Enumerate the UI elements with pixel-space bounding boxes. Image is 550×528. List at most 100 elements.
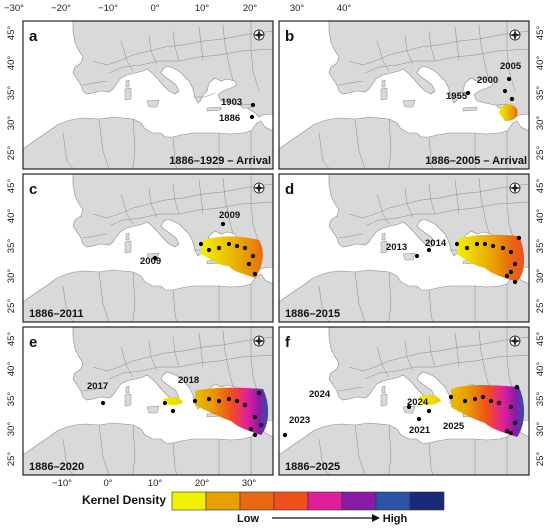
- panel-label: e: [29, 334, 37, 351]
- panel-period-title: 1886–2020: [29, 461, 84, 473]
- year-label: 2021: [409, 425, 431, 436]
- year-label: 2000: [477, 75, 498, 86]
- right-lat-label: 30°: [535, 269, 546, 284]
- panel-frame: [278, 326, 530, 476]
- panel-frame: [22, 173, 274, 323]
- legend-swatch: [171, 491, 207, 511]
- left-lat-label: 30°: [6, 269, 17, 284]
- kernel-density-area: [457, 234, 525, 282]
- bottom-tick-label: −10°: [52, 478, 72, 489]
- left-lat-label: 45°: [6, 332, 17, 347]
- legend-swatch: [273, 491, 309, 511]
- record-point: [246, 261, 252, 267]
- year-label: 2017: [87, 381, 108, 392]
- record-point: [226, 241, 232, 247]
- left-lat-label: 35°: [6, 86, 17, 101]
- panel-period-title: 1886–2015: [285, 308, 340, 320]
- record-point: [282, 432, 288, 438]
- record-point: [504, 428, 510, 434]
- left-lat-label: 35°: [6, 239, 17, 254]
- kernel-density-area: [499, 104, 518, 121]
- record-point: [406, 404, 412, 410]
- record-point: [234, 398, 240, 404]
- right-lat-label: 40°: [535, 362, 546, 377]
- year-label: 2023: [289, 415, 310, 426]
- record-point: [512, 261, 518, 267]
- legend: Kernel Density Low High: [82, 491, 445, 525]
- record-point: [509, 96, 515, 102]
- panel-period-title: 1886–1929 – Arrival: [169, 155, 271, 167]
- record-point: [502, 88, 508, 94]
- left-lat-label: 30°: [6, 422, 17, 437]
- right-lat-label: 30°: [535, 422, 546, 437]
- year-label: 2009: [140, 256, 161, 267]
- panel-period-title: 1886–2011: [29, 308, 83, 320]
- panel-frame: [278, 173, 530, 323]
- panel-period-title: 1886–2025: [285, 461, 340, 473]
- legend-low-label: Low: [237, 513, 259, 525]
- record-point: [226, 396, 232, 402]
- right-lat-label: 45°: [535, 332, 546, 347]
- record-point: [465, 90, 471, 96]
- record-point: [500, 245, 506, 251]
- bottom-tick-label: 10°: [148, 478, 163, 489]
- right-lat-label: 45°: [535, 26, 546, 41]
- year-label: 2024: [309, 389, 331, 400]
- year-label: 2025: [443, 421, 465, 432]
- right-lat-label: 25°: [535, 452, 546, 467]
- record-point: [508, 249, 514, 255]
- kernel-density-area: [163, 387, 269, 435]
- top-tick-label: −30°: [4, 3, 24, 14]
- record-point: [216, 245, 222, 251]
- record-point: [464, 245, 470, 251]
- record-point: [474, 241, 480, 247]
- panel-f: f 1886–2025 2024 2024 2025 2021 2023: [278, 326, 530, 476]
- left-lat-label: 25°: [6, 146, 17, 161]
- right-lat-label: 35°: [535, 239, 546, 254]
- left-lat-label: 45°: [6, 26, 17, 41]
- record-point: [416, 416, 422, 422]
- arrow-right-icon: [272, 514, 380, 522]
- record-point: [506, 76, 512, 82]
- axis-ticks: −30° −20° −10° 0° 10° 20° 30° 40° −10° 0° 10° 20° 30…: [4, 3, 546, 489]
- panel-c: c 1886–2011 2009 2009: [22, 173, 274, 323]
- top-tick-label: −20°: [51, 3, 71, 14]
- record-point: [462, 398, 468, 404]
- panel-label: b: [285, 28, 294, 45]
- top-tick-label: −10°: [98, 3, 118, 14]
- bottom-tick-label: 30°: [242, 478, 257, 489]
- panel-label: a: [29, 28, 38, 45]
- right-lat-label: 35°: [535, 86, 546, 101]
- panel-d: d 1886–2015 2013 2014: [278, 173, 530, 323]
- left-lat-label: 25°: [6, 452, 17, 467]
- right-lat-label: 30°: [535, 116, 546, 131]
- record-point: [234, 243, 240, 249]
- record-point: [258, 422, 264, 428]
- record-point: [414, 253, 420, 259]
- record-point: [508, 404, 514, 410]
- record-point: [490, 243, 496, 249]
- panel-a: a 1886–1929 – Arrival 1903 1886: [22, 20, 274, 170]
- panel-frame: [22, 326, 274, 476]
- panel-label: f: [285, 334, 291, 351]
- left-lat-label: 45°: [6, 179, 17, 194]
- record-point: [256, 390, 262, 396]
- record-point: [216, 398, 222, 404]
- record-point: [426, 247, 432, 253]
- year-label: 2013: [386, 242, 407, 253]
- record-point: [512, 279, 518, 285]
- right-lat-label: 40°: [535, 209, 546, 224]
- year-label: 2009: [219, 210, 240, 221]
- left-lat-label: 25°: [6, 299, 17, 314]
- record-point: [472, 396, 478, 402]
- record-point: [152, 255, 158, 261]
- record-point: [220, 221, 226, 227]
- top-tick-label: 10°: [195, 3, 210, 14]
- year-label: 2024: [407, 397, 429, 408]
- record-point: [242, 402, 248, 408]
- record-point: [488, 398, 494, 404]
- left-lat-label: 40°: [6, 56, 17, 71]
- right-lat-label: 25°: [535, 146, 546, 161]
